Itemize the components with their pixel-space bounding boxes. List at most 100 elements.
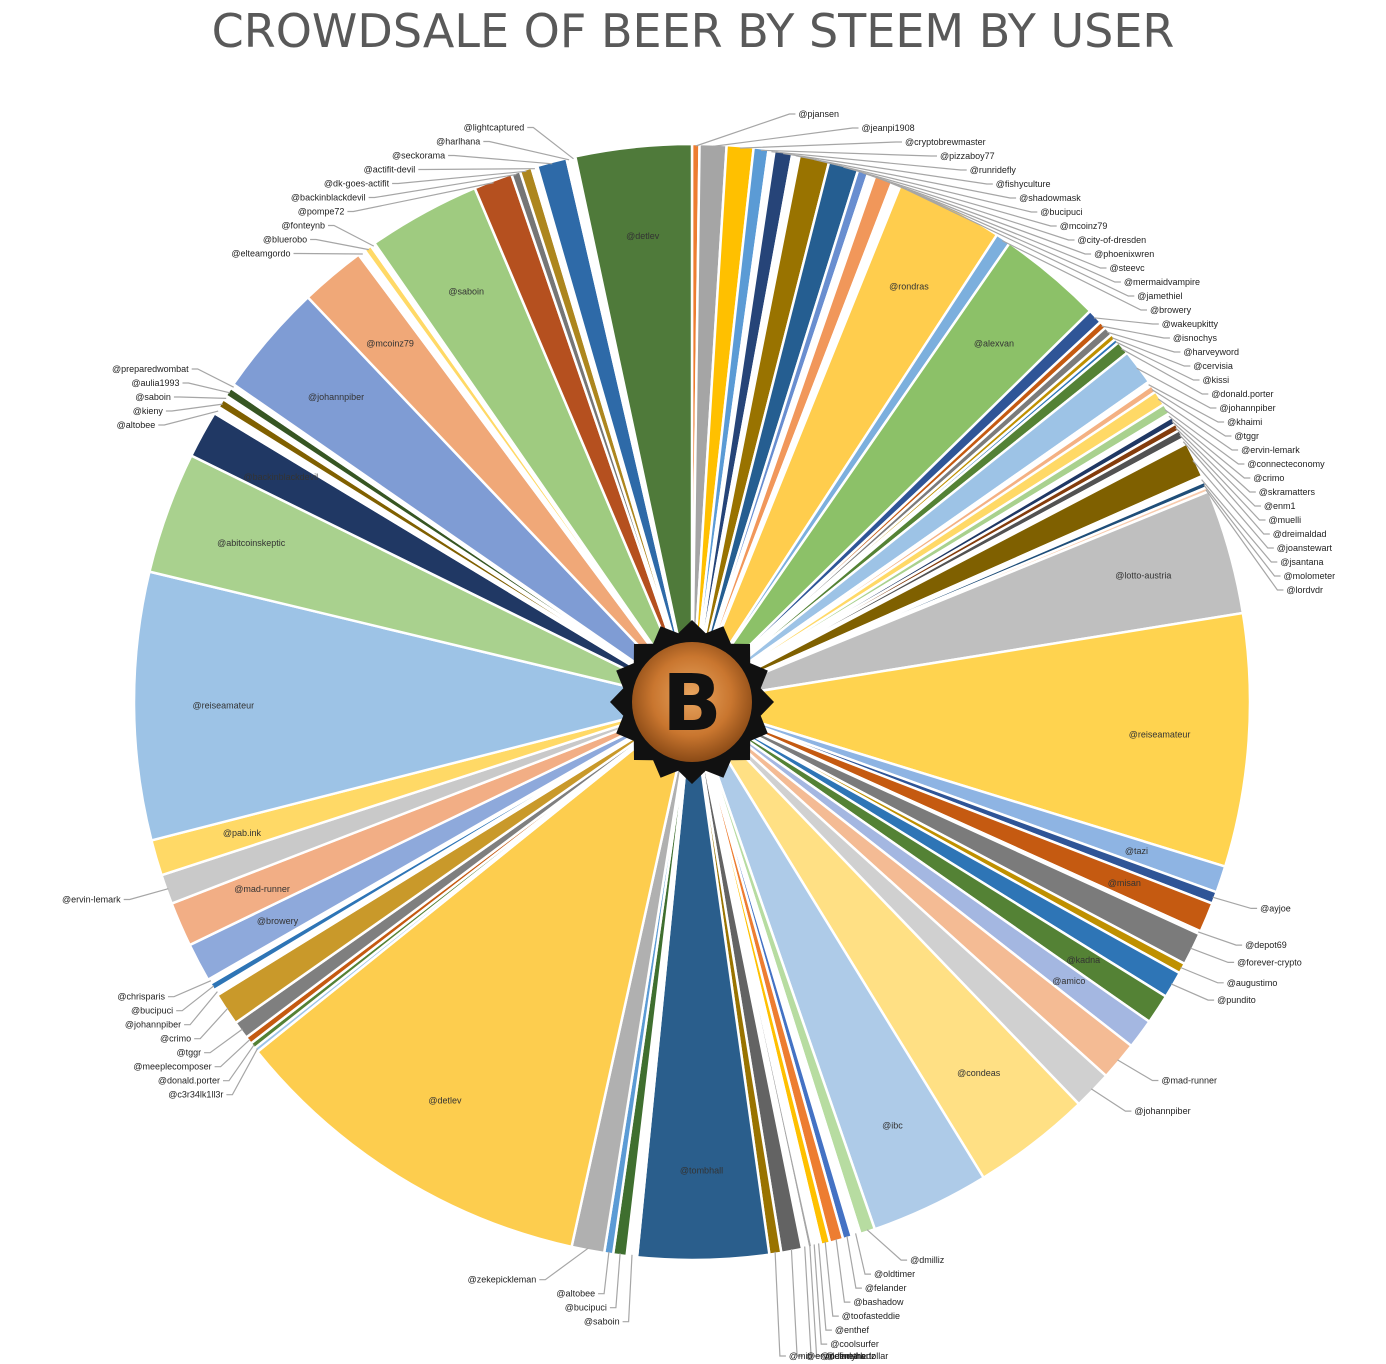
slice-label: @harlhana bbox=[436, 137, 480, 147]
leader-line bbox=[609, 1253, 621, 1309]
slice-label: @mcoinz79 bbox=[366, 339, 414, 349]
logo-inner-circle bbox=[632, 642, 752, 762]
leader-line bbox=[1101, 325, 1170, 339]
leader-line bbox=[1180, 966, 1224, 984]
logo-letter: B bbox=[662, 659, 721, 749]
leader-line bbox=[483, 140, 570, 161]
leader-line bbox=[1179, 434, 1266, 521]
slice-label: @fishyculture bbox=[996, 179, 1051, 189]
slice-label: @lordvdr bbox=[1286, 585, 1323, 595]
slice-label: @felander bbox=[865, 1283, 907, 1293]
pie-slice bbox=[255, 698, 694, 1249]
slice-label: @shadowmask bbox=[1019, 193, 1081, 203]
leader-line bbox=[1168, 415, 1251, 479]
slice-label: @altobee bbox=[556, 1289, 595, 1299]
leader-lines bbox=[123, 113, 1284, 1357]
leader-line bbox=[165, 403, 223, 412]
slice-label: @johannpiber bbox=[1134, 1106, 1190, 1116]
slice-label: @dreimaldad bbox=[1273, 529, 1327, 539]
slice-label: @mad-runner bbox=[234, 884, 290, 894]
slice-label: @saboin bbox=[135, 392, 171, 402]
slice-label: @pundito bbox=[1217, 995, 1256, 1005]
leader-line bbox=[1190, 947, 1235, 964]
slice-label: @meeplecomposer bbox=[133, 1062, 211, 1072]
slice-label: @bluerobo bbox=[263, 235, 307, 245]
slice-label: @rondras bbox=[889, 282, 929, 292]
slice-label: @ervin-lemark bbox=[62, 895, 121, 905]
leader-line bbox=[897, 185, 1135, 297]
leader-line bbox=[622, 1254, 633, 1323]
slice-label: @aulia1993 bbox=[131, 378, 179, 388]
pie-slice bbox=[691, 611, 1252, 869]
slice-label: @altobee bbox=[117, 420, 156, 430]
leader-line bbox=[1151, 389, 1232, 437]
slice-label: @muelli bbox=[1269, 515, 1302, 525]
leader-line bbox=[1115, 341, 1200, 381]
leader-line bbox=[310, 238, 369, 251]
leader-line bbox=[1212, 896, 1258, 910]
slice-label: @mad-runner bbox=[1161, 1076, 1217, 1086]
leader-line bbox=[226, 1048, 258, 1096]
leader-line bbox=[173, 396, 227, 399]
slice-label: @enthef bbox=[835, 1325, 870, 1335]
leader-line bbox=[168, 980, 212, 998]
slice-label: @lightcaptured bbox=[464, 123, 525, 133]
leader-line bbox=[1093, 317, 1159, 325]
slice-label: @enm1 bbox=[1264, 501, 1296, 511]
slice-label: @backinblackdevil bbox=[243, 472, 318, 482]
leader-line bbox=[1001, 240, 1147, 311]
slice-label: @dmilliz bbox=[910, 1255, 945, 1265]
slice-label: @ervin-lemark bbox=[1241, 445, 1300, 455]
slice-label: @bashadow bbox=[853, 1297, 904, 1307]
leader-line bbox=[795, 155, 1017, 199]
leader-line bbox=[1203, 484, 1281, 577]
leader-line bbox=[191, 368, 234, 388]
slice-label: @kieny bbox=[133, 406, 164, 416]
leader-line bbox=[1192, 460, 1274, 549]
slice-label: @browery bbox=[257, 916, 299, 926]
slice-label: @actifit-devil bbox=[364, 165, 416, 175]
leader-line bbox=[527, 126, 574, 160]
leader-line bbox=[1107, 331, 1181, 353]
leader-line bbox=[883, 179, 1107, 269]
slice-label: @mermaidvampire bbox=[1124, 277, 1200, 287]
slice-label: @runridefly bbox=[970, 165, 1017, 175]
slice-label: @donald.porter bbox=[158, 1076, 220, 1086]
slice-label: @pjansen bbox=[798, 109, 839, 119]
leader-line bbox=[771, 151, 967, 171]
leader-line bbox=[824, 1241, 839, 1317]
leader-line bbox=[790, 1248, 804, 1357]
leader-line bbox=[843, 166, 1057, 227]
leader-line bbox=[1148, 384, 1225, 423]
slice-label: @cervisia bbox=[1193, 361, 1233, 371]
slice-label: @definethedollar bbox=[820, 1351, 888, 1361]
leader-line bbox=[1111, 337, 1191, 367]
slice-label: @pizzaboy77 bbox=[940, 151, 995, 161]
leader-line bbox=[1136, 367, 1217, 409]
leader-line bbox=[1182, 441, 1270, 535]
leader-line bbox=[712, 127, 859, 147]
slice-label: @jeanpi1908 bbox=[862, 123, 915, 133]
leader-line bbox=[368, 173, 517, 199]
slice-label: @augustimo bbox=[1227, 978, 1278, 988]
slice-label: @jsantana bbox=[1280, 557, 1323, 567]
slice-label: @depot69 bbox=[1245, 940, 1287, 950]
leader-line bbox=[1157, 398, 1239, 451]
pie-slice bbox=[573, 142, 694, 703]
leader-line bbox=[1090, 1088, 1132, 1112]
slice-label: @chrisparis bbox=[117, 992, 165, 1002]
leader-line bbox=[1121, 348, 1209, 395]
slice-label: @johannpiber bbox=[1219, 403, 1275, 413]
slice-label: @alexvan bbox=[974, 339, 1014, 349]
leader-line bbox=[598, 1251, 610, 1295]
slice-label: @harveyword bbox=[1183, 347, 1239, 357]
slice-label: @ayjoe bbox=[1260, 903, 1291, 913]
slice-label: @forever-crypto bbox=[1237, 957, 1302, 967]
slice-label: @detlev bbox=[428, 1095, 462, 1105]
beer-logo-icon: B bbox=[610, 620, 774, 784]
slice-label: @c3r34lk1ll3r bbox=[168, 1090, 223, 1100]
leader-line bbox=[418, 168, 535, 171]
leader-line bbox=[871, 175, 1092, 255]
slice-label: @abitcoinskeptic bbox=[217, 538, 286, 548]
